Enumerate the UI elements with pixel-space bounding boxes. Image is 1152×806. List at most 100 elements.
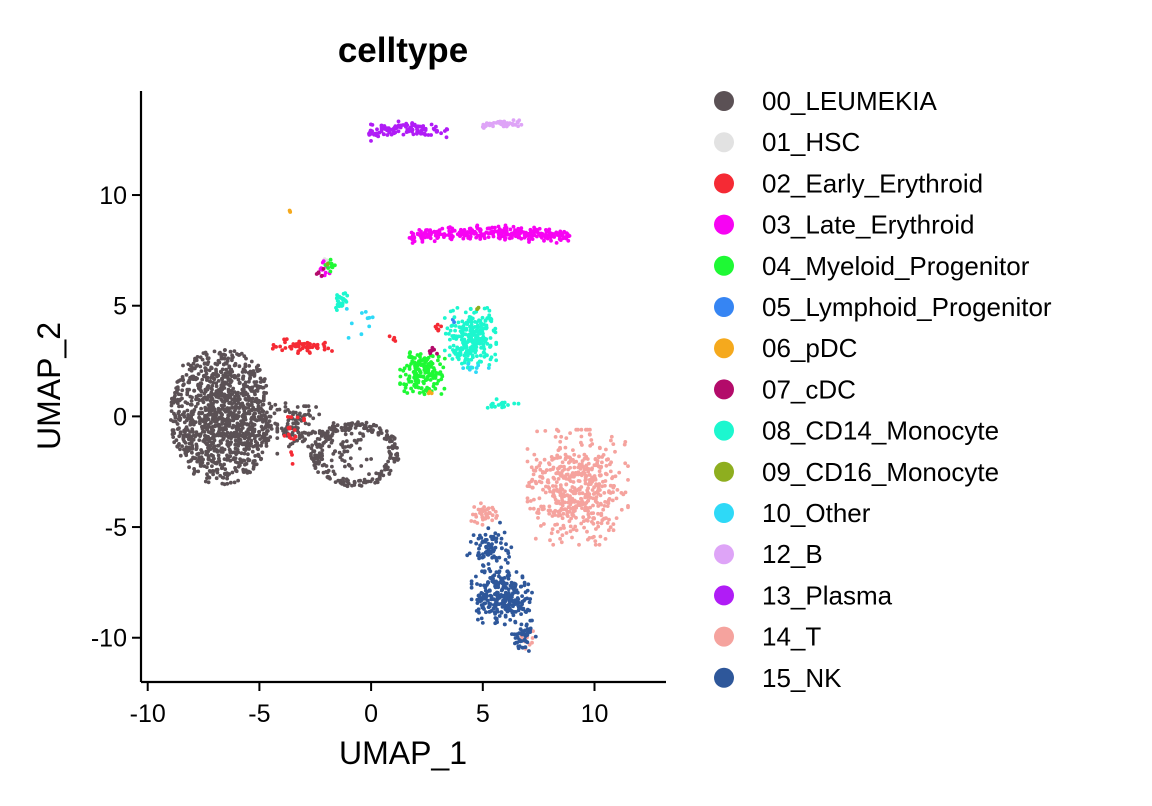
data-point [317, 431, 322, 435]
data-point [474, 370, 478, 374]
data-point [498, 520, 502, 525]
data-point [441, 365, 446, 370]
data-point [554, 241, 559, 245]
data-point [499, 565, 503, 570]
data-point [177, 442, 181, 446]
data-point [471, 533, 476, 537]
data-point [534, 481, 539, 486]
data-point [242, 405, 246, 409]
data-point [487, 226, 491, 231]
data-point [611, 522, 616, 526]
data-point [320, 448, 325, 453]
data-point [486, 598, 490, 603]
data-point [547, 511, 552, 516]
data-point [247, 458, 252, 463]
data-point [288, 209, 292, 214]
data-point [583, 501, 587, 506]
data-point [221, 475, 226, 480]
data-point [531, 468, 536, 473]
data-point [303, 421, 308, 426]
data-point [454, 334, 459, 339]
data-point [567, 494, 572, 499]
data-point [533, 634, 538, 639]
data-point [508, 606, 512, 611]
data-point [626, 504, 630, 508]
data-point [433, 386, 438, 391]
data-point [484, 323, 489, 328]
data-point [231, 412, 236, 417]
data-point [515, 233, 519, 238]
data-point [387, 472, 392, 476]
data-point [237, 432, 242, 436]
data-point [472, 505, 477, 509]
data-point [577, 542, 581, 547]
data-point [291, 342, 296, 346]
data-point [245, 439, 250, 444]
data-point [253, 411, 257, 416]
data-point [310, 345, 315, 350]
data-point [494, 556, 499, 560]
data-point [248, 373, 253, 378]
data-point [561, 476, 566, 480]
data-point [257, 454, 261, 459]
data-point [493, 612, 497, 616]
data-point [328, 436, 333, 440]
data-point [225, 396, 230, 401]
data-point [242, 354, 247, 359]
data-point [489, 405, 494, 409]
data-point [243, 362, 248, 367]
data-point [326, 266, 330, 270]
data-point [586, 512, 591, 517]
legend-label: 05_Lymphoid_Progenitor [762, 292, 1052, 322]
data-point [389, 445, 394, 450]
data-point [478, 511, 482, 515]
data-point [494, 536, 499, 541]
data-point [450, 357, 455, 361]
data-point [212, 399, 217, 404]
data-point [205, 378, 209, 382]
data-point [328, 269, 333, 274]
data-point [214, 367, 218, 372]
data-point [398, 374, 403, 379]
data-point [278, 344, 282, 349]
data-point [603, 537, 608, 541]
data-point [316, 470, 320, 474]
data-point [296, 349, 301, 354]
data-point [585, 427, 590, 432]
data-point [523, 628, 527, 633]
data-point [589, 438, 594, 442]
data-point [530, 477, 535, 482]
data-point [491, 597, 496, 602]
data-point [619, 491, 624, 495]
data-point [467, 332, 471, 337]
data-point [415, 131, 419, 136]
data-point [377, 130, 382, 135]
series-09-cd16-monocyte [325, 262, 481, 311]
data-point [205, 435, 210, 440]
data-point [181, 363, 185, 368]
data-point [205, 472, 209, 477]
data-point [190, 450, 194, 455]
data-point [236, 377, 241, 382]
data-point [343, 432, 348, 437]
legend-item: 02_Early_Erythroid [714, 168, 983, 198]
data-point [222, 447, 227, 452]
data-point [377, 477, 382, 481]
data-point [223, 348, 227, 352]
data-point [330, 432, 335, 436]
data-point [603, 483, 607, 488]
data-point [475, 601, 480, 605]
data-point [261, 409, 266, 414]
data-point [343, 299, 348, 303]
data-point [222, 462, 227, 467]
data-point [455, 306, 460, 310]
data-point [526, 582, 531, 587]
data-point [198, 364, 203, 369]
data-point [201, 399, 205, 403]
data-point [258, 376, 263, 381]
data-point [585, 457, 590, 461]
data-point [571, 448, 575, 452]
data-point [525, 499, 530, 504]
data-point [194, 446, 199, 450]
data-point [236, 464, 241, 469]
